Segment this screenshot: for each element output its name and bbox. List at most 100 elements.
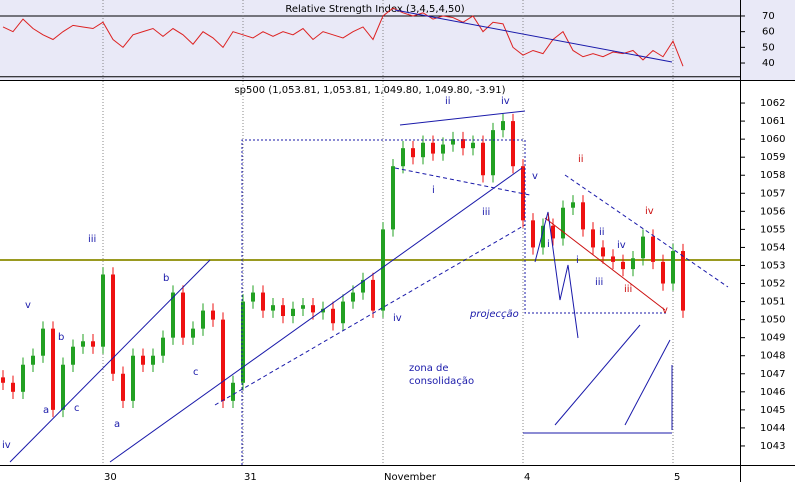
projection-line xyxy=(624,339,671,426)
wave-label: iv xyxy=(617,240,626,251)
rsi-panel xyxy=(0,0,795,80)
candle-body xyxy=(101,274,105,347)
wave-label: ii xyxy=(599,227,605,238)
candle-body xyxy=(31,355,35,365)
wave-label: iii xyxy=(595,277,603,288)
candle-body xyxy=(231,382,235,401)
projection-line xyxy=(554,324,641,426)
zone-label: consolidação xyxy=(409,376,474,387)
candle-body xyxy=(71,346,75,365)
y-tick-label: 1043 xyxy=(760,441,785,452)
wave-label: v xyxy=(662,305,668,316)
candle-body xyxy=(451,139,455,145)
candle-body xyxy=(671,251,675,284)
candle-body xyxy=(511,121,515,167)
x-tick-label: 4 xyxy=(524,472,530,482)
candle-body xyxy=(51,328,55,410)
y-tick-label: 1060 xyxy=(760,134,785,145)
y-tick-label: 1055 xyxy=(760,224,785,235)
candle-body xyxy=(421,142,425,158)
trend-line xyxy=(564,174,729,288)
candle-body xyxy=(471,142,475,149)
candle-body xyxy=(11,382,15,392)
candle-body xyxy=(641,236,645,259)
y-tick-label: 1045 xyxy=(760,405,785,416)
y-tick-label: 1061 xyxy=(760,116,785,127)
candle-body xyxy=(111,274,115,374)
wave-label: iv xyxy=(501,96,510,107)
rsi-tick-label: 70 xyxy=(762,11,775,22)
y-tick-label: 1057 xyxy=(760,188,785,199)
candle-body xyxy=(61,364,65,410)
wave-label: ii xyxy=(578,154,584,165)
y-tick-label: 1044 xyxy=(760,423,785,434)
candle-body xyxy=(521,166,525,221)
y-tick-label: 1059 xyxy=(760,152,785,163)
candle-body xyxy=(1,377,5,383)
candle-body xyxy=(221,319,225,401)
trend-line xyxy=(544,217,666,311)
candle-body xyxy=(551,225,555,239)
candle-body xyxy=(401,148,405,167)
candle-body xyxy=(651,236,655,262)
trend-line xyxy=(214,224,526,406)
candle-body xyxy=(261,292,265,311)
candle-body xyxy=(581,202,585,230)
range-box xyxy=(241,139,668,465)
x-tick-label: 30 xyxy=(104,472,117,482)
rsi-tick-label: 50 xyxy=(762,42,775,53)
y-tick-label: 1056 xyxy=(760,206,785,217)
candle-body xyxy=(181,292,185,338)
rsi-line xyxy=(2,7,684,67)
projection-line xyxy=(534,211,579,339)
candle-body xyxy=(351,292,355,302)
candle-body xyxy=(131,355,135,401)
wave-label: c xyxy=(193,367,199,378)
candle-body xyxy=(301,305,305,309)
candle-body xyxy=(21,364,25,392)
wave-label: v xyxy=(532,171,538,182)
wave-label: i xyxy=(547,239,550,250)
candle-body xyxy=(611,256,615,262)
candle-body xyxy=(571,202,575,208)
candle-body xyxy=(41,328,45,356)
trend-line xyxy=(109,167,523,463)
candle-body xyxy=(661,261,665,284)
candle-body xyxy=(91,341,95,347)
candle-body xyxy=(311,305,315,313)
candle-body xyxy=(141,355,145,365)
candle-body xyxy=(171,292,175,338)
x-tick-label: November xyxy=(384,472,437,482)
wave-label: iii xyxy=(88,234,96,245)
candle-body xyxy=(491,130,495,176)
y-tick-label: 1051 xyxy=(760,297,785,308)
wave-label: a xyxy=(43,405,49,416)
y-tick-label: 1049 xyxy=(760,333,785,344)
trend-line xyxy=(399,110,526,126)
wave-label: b xyxy=(58,332,64,343)
candle-body xyxy=(121,373,125,401)
candle-body xyxy=(631,258,635,270)
trend-line xyxy=(394,167,531,196)
wave-label: iv xyxy=(2,440,11,451)
y-tick-label: 1048 xyxy=(760,351,785,362)
wave-label: iv xyxy=(393,313,402,324)
wave-label: iii xyxy=(624,284,632,295)
annotations: iv v a b c iii b a c ii iv i iii iv v ii… xyxy=(2,96,668,451)
candle-body xyxy=(331,308,335,324)
y-tick-label: 1052 xyxy=(760,279,785,290)
candle-body xyxy=(81,341,85,347)
x-tick-label: 5 xyxy=(674,472,680,482)
candle-body xyxy=(381,229,385,311)
candle-body xyxy=(151,355,155,365)
candle-body xyxy=(191,328,195,338)
x-tick-label: 31 xyxy=(244,472,257,482)
wave-label: i xyxy=(576,255,579,266)
candle-body xyxy=(251,292,255,302)
candle-body xyxy=(291,308,295,317)
candle-body xyxy=(531,220,535,248)
wave-label: iii xyxy=(482,207,490,218)
y-tick-label: 1047 xyxy=(760,369,785,380)
candle-body xyxy=(271,305,275,311)
